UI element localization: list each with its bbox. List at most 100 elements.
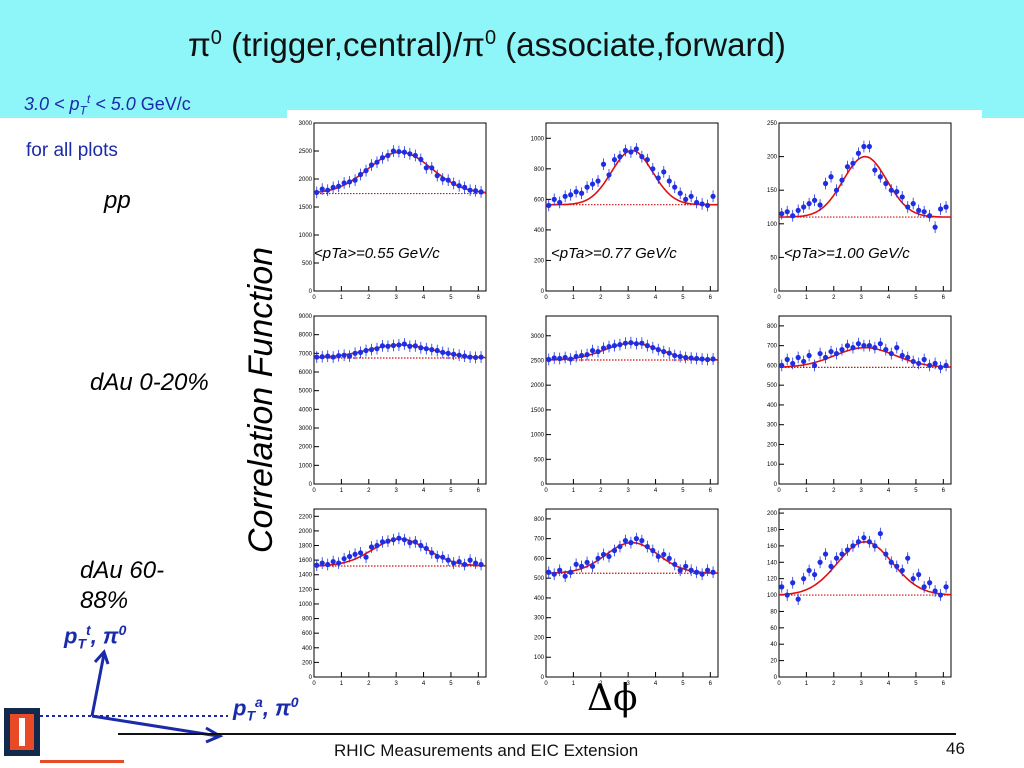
data-point — [379, 343, 386, 349]
y-tick-label: 1400 — [299, 573, 313, 579]
x-tick-label: 3 — [394, 488, 398, 494]
data-point — [790, 360, 796, 367]
data-point — [916, 360, 922, 367]
data-point — [883, 347, 889, 353]
y-tick-label: 500 — [767, 383, 778, 389]
y-tick-label: 500 — [534, 576, 545, 582]
data-point — [573, 561, 579, 567]
data-point — [937, 364, 944, 370]
data-point — [866, 143, 872, 150]
logo-i-mark — [19, 718, 25, 746]
y-tick-label: 5000 — [299, 389, 313, 395]
data-point — [551, 571, 557, 577]
data-point — [573, 189, 579, 195]
data-point — [910, 576, 916, 582]
data-point — [368, 162, 375, 168]
fit-curve — [778, 540, 952, 596]
data-point — [910, 201, 916, 207]
title-sup-a: 0 — [210, 27, 222, 49]
y-tick-label: 200 — [534, 258, 545, 264]
data-point — [622, 340, 629, 346]
x-tick-label: 1 — [572, 488, 576, 494]
data-point — [589, 181, 596, 187]
y-tick-label: 100 — [767, 222, 778, 228]
x-tick-label: 6 — [942, 488, 946, 494]
correlation-plot-6: 0 200 400 600 800 1000 1200 1400 1600 1800 2000 220… — [299, 508, 487, 687]
x-tick-label: 6 — [477, 295, 481, 301]
x-tick-label: 2 — [367, 681, 371, 687]
data-point — [694, 355, 700, 362]
data-point — [368, 347, 375, 353]
pt-range-sub: T — [79, 103, 87, 118]
data-point — [699, 356, 705, 362]
data-point — [451, 560, 457, 566]
y-tick-label: 200 — [767, 442, 778, 448]
pta-zero: 0 — [290, 694, 299, 710]
data-point — [401, 341, 407, 347]
y-tick-label: 400 — [767, 403, 778, 409]
x-tick-label: 1 — [572, 295, 576, 301]
data-point — [894, 563, 900, 569]
pta-bin-label: <pTa>=1.00 GeV/c — [784, 245, 910, 262]
data-point — [385, 538, 391, 544]
data-point — [883, 180, 889, 187]
data-point — [833, 350, 840, 357]
data-point — [374, 542, 380, 549]
data-point — [866, 539, 872, 545]
data-point — [579, 190, 585, 196]
data-point — [888, 187, 894, 193]
y-tick-label: 700 — [534, 537, 545, 543]
data-point — [600, 345, 607, 351]
x-tick-label: 1 — [805, 681, 809, 687]
data-point — [899, 352, 905, 359]
data-point — [325, 187, 331, 193]
data-point — [456, 558, 462, 565]
data-point — [606, 344, 612, 350]
data-point — [921, 209, 927, 215]
x-tick-label: 0 — [312, 681, 316, 687]
x-tick-label: 4 — [422, 295, 426, 301]
y-tick-label: 1000 — [531, 136, 545, 142]
university-logo — [4, 708, 40, 756]
y-tick-label: 2000 — [299, 445, 313, 451]
data-point — [822, 354, 829, 361]
data-point — [423, 346, 429, 352]
for-all-plots-label: for all plots — [26, 140, 118, 161]
y-tick-label: 0 — [309, 482, 313, 488]
data-point — [655, 175, 661, 181]
y-tick-label: 3000 — [299, 121, 313, 127]
data-point — [562, 193, 568, 199]
data-point — [784, 592, 790, 598]
x-tick-label: 6 — [942, 295, 946, 301]
x-tick-label: 4 — [654, 681, 658, 687]
y-tick-label: 1200 — [299, 587, 313, 593]
data-point — [683, 354, 689, 361]
data-point — [932, 360, 938, 367]
data-point — [850, 543, 856, 549]
pt-range-sup: t — [86, 92, 91, 106]
pta-bin-label: <pTa>=0.55 GeV/c — [314, 245, 440, 262]
y-tick-label: 250 — [767, 121, 778, 127]
data-point — [937, 592, 944, 598]
data-point — [379, 155, 386, 161]
x-tick-label: 4 — [654, 488, 658, 494]
x-tick-label: 3 — [394, 295, 398, 301]
data-point — [557, 567, 563, 573]
data-point — [423, 545, 429, 552]
x-tick-label: 1 — [805, 488, 809, 494]
data-point — [921, 356, 927, 363]
x-tick-label: 6 — [709, 681, 713, 687]
data-point — [801, 576, 807, 582]
data-point — [855, 150, 862, 156]
y-tick-label: 7000 — [299, 351, 313, 357]
plot-frame — [778, 122, 952, 292]
data-point — [562, 573, 568, 579]
data-point — [688, 193, 694, 199]
data-point — [579, 563, 585, 569]
x-tick-label: 4 — [887, 681, 891, 687]
ptt-arrowhead — [93, 649, 110, 665]
data-point — [374, 346, 380, 352]
ptt-rest: , π — [90, 623, 119, 649]
pt-range-label: 3.0 < pTt < 5.0 GeV/c — [24, 92, 191, 118]
data-point — [661, 551, 667, 558]
